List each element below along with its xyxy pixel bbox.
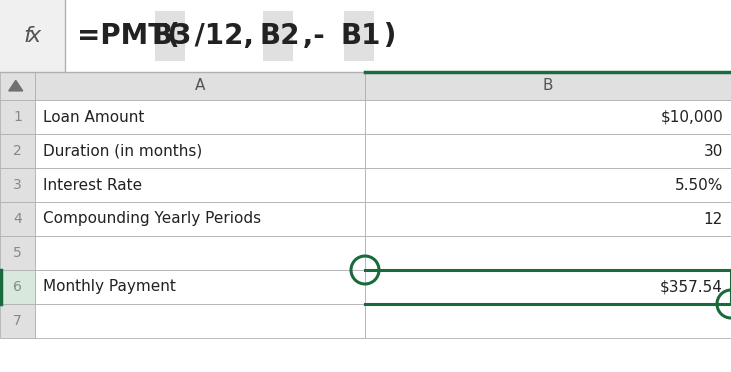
Bar (365, 202, 731, 236)
Text: 7: 7 (13, 314, 22, 328)
Text: 5.50%: 5.50% (675, 177, 723, 192)
Bar (365, 304, 731, 338)
Bar (0, 134, 35, 168)
Bar (365, 72, 731, 100)
Text: $f\!x$: $f\!x$ (23, 25, 42, 47)
Text: 30: 30 (704, 144, 723, 158)
Text: B1: B1 (341, 22, 381, 50)
Bar (0, 0, 731, 72)
Text: Duration (in months): Duration (in months) (43, 144, 202, 158)
Bar (365, 100, 731, 134)
Bar (365, 134, 731, 168)
Bar (365, 168, 731, 202)
Bar (35, 134, 365, 168)
Text: Interest Rate: Interest Rate (43, 177, 142, 192)
Bar (0, 100, 35, 134)
Bar (35, 270, 365, 304)
Text: 2: 2 (13, 144, 22, 158)
Text: Compounding Yearly Periods: Compounding Yearly Periods (43, 212, 261, 227)
Text: /12,: /12, (185, 22, 264, 50)
Text: Monthly Payment: Monthly Payment (43, 279, 176, 295)
Bar (35, 100, 365, 134)
Text: B3: B3 (151, 22, 192, 50)
Text: ,-: ,- (293, 22, 334, 50)
Text: =PMT(: =PMT( (77, 22, 189, 50)
Text: 4: 4 (13, 212, 22, 226)
Bar (0, 168, 35, 202)
Text: 12: 12 (704, 212, 723, 227)
Bar (0, 236, 35, 270)
Bar (0, 72, 35, 100)
Text: 5: 5 (13, 246, 22, 260)
Text: Loan Amount: Loan Amount (43, 109, 145, 125)
Bar (365, 236, 731, 270)
Bar (35, 202, 365, 236)
Bar (0, 0, 65, 72)
Polygon shape (9, 80, 23, 91)
Text: 6: 6 (13, 280, 22, 294)
Bar (344, 11, 374, 61)
Bar (35, 236, 365, 270)
Text: 1: 1 (13, 110, 22, 124)
Bar (365, 270, 731, 304)
Bar (0, 304, 35, 338)
Bar (35, 304, 365, 338)
Text: 3: 3 (13, 178, 22, 192)
Text: B: B (542, 78, 553, 93)
Bar (35, 72, 365, 100)
Text: ): ) (374, 22, 396, 50)
Text: $10,000: $10,000 (660, 109, 723, 125)
Bar (35, 168, 365, 202)
Bar (0, 202, 35, 236)
Text: B2: B2 (260, 22, 300, 50)
Bar (0, 270, 35, 304)
Text: $357.54: $357.54 (660, 279, 723, 295)
Text: A: A (195, 78, 205, 93)
Bar (155, 11, 185, 61)
Bar (263, 11, 293, 61)
